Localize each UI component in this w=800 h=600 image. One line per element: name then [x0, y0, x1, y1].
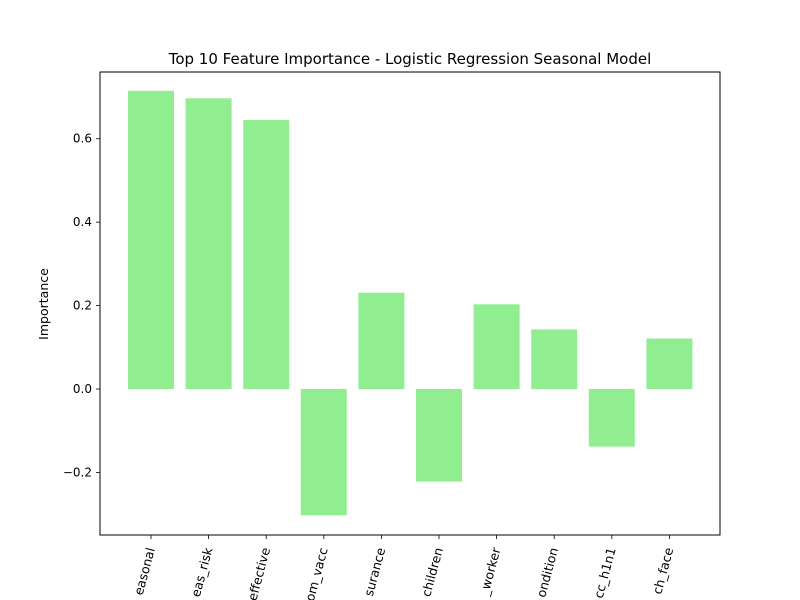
chart-title: Top 10 Feature Importance - Logistic Reg… [168, 50, 652, 68]
bars-group [128, 90, 693, 516]
y-axis-label: Importance [36, 268, 51, 340]
bar-7 [531, 329, 578, 389]
y-tick-label-2: 0.2 [73, 299, 92, 313]
x-tick-label-1: eas_risk [188, 545, 216, 598]
x-tick-label-2: effective [245, 546, 274, 600]
x-axis-ticks: easonal eas_risk effective om_vacc surance ch… [131, 535, 676, 600]
bar-0 [128, 90, 174, 390]
bar-5 [416, 389, 462, 482]
x-tick-label-4: surance [361, 546, 388, 598]
y-axis-ticks: −0.2 0.0 0.2 0.4 0.6 [63, 132, 100, 479]
y-tick-label-0: −0.2 [63, 465, 92, 479]
x-tick-label-6: _worker [476, 545, 504, 598]
x-tick-label-5: children [418, 546, 445, 598]
x-tick-label-0: easonal [131, 546, 158, 597]
x-tick-label-3: om_vacc [302, 546, 331, 600]
bar-9 [646, 338, 693, 389]
x-tick-label-8: cc_h1n1 [591, 546, 619, 600]
x-tick-label-7: ondition [533, 546, 561, 599]
bar-3 [300, 389, 347, 516]
bar-6 [473, 304, 520, 389]
y-tick-label-1: 0.0 [73, 382, 92, 396]
y-tick-label-3: 0.4 [73, 215, 92, 229]
x-tick-label-9: ch_face [649, 546, 676, 596]
plot-frame [99, 71, 721, 536]
y-tick-label-4: 0.6 [73, 132, 92, 146]
bar-8 [588, 389, 635, 447]
bar-4 [358, 292, 405, 390]
bar-2 [243, 120, 290, 389]
bar-1 [185, 98, 232, 390]
